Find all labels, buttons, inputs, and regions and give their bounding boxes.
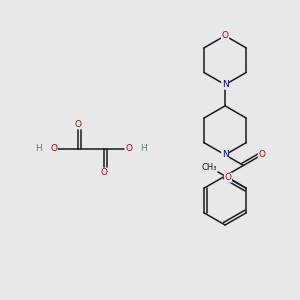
Text: CH₃: CH₃ — [202, 163, 217, 172]
Text: O: O — [258, 150, 265, 159]
Text: N: N — [222, 150, 229, 159]
Text: O: O — [101, 168, 108, 177]
Text: O: O — [74, 120, 81, 129]
Text: H: H — [140, 144, 147, 153]
Text: H: H — [35, 144, 42, 153]
Text: O: O — [50, 144, 57, 153]
Text: O: O — [224, 173, 231, 182]
Text: O: O — [222, 31, 229, 40]
Text: O: O — [125, 144, 132, 153]
Text: N: N — [222, 80, 229, 89]
